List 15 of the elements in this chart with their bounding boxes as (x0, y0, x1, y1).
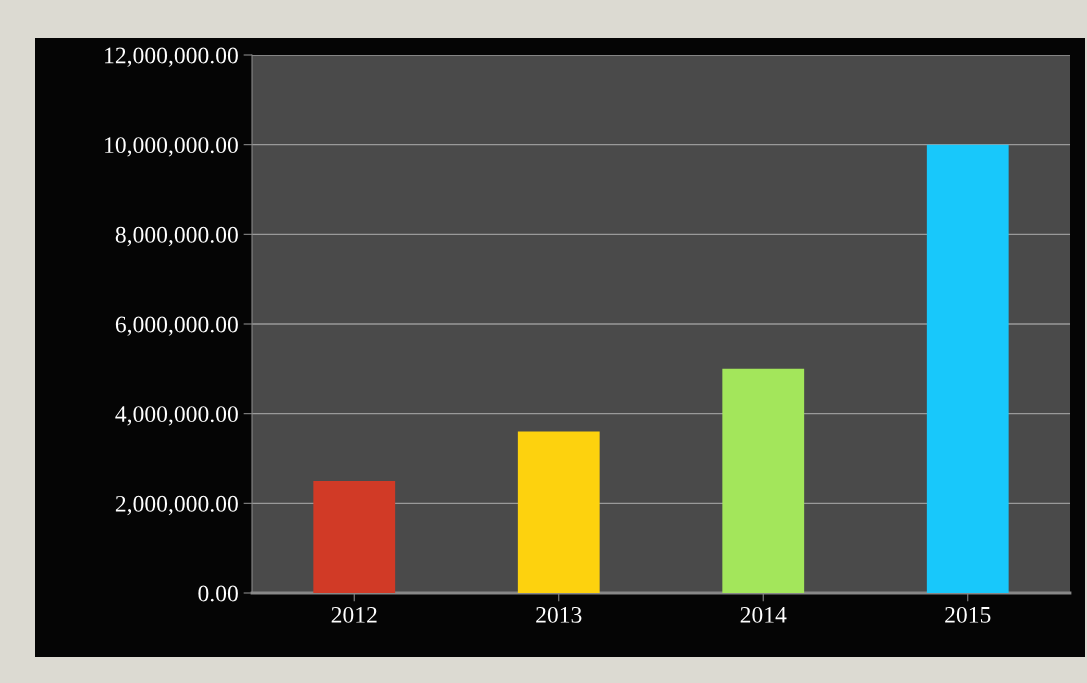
y-tick-label: 2,000,000.00 (115, 495, 238, 516)
x-tick-label: 2014 (740, 606, 787, 623)
y-tick-label: 12,000,000.00 (105, 47, 238, 67)
x-tick-label: 2013 (536, 606, 582, 623)
bar (722, 368, 805, 593)
bar (313, 480, 396, 593)
y-tick-label: 10,000,000.00 (105, 137, 238, 157)
y-tick-label: 8,000,000.00 (115, 226, 238, 247)
bar (926, 144, 1009, 593)
y-tick-label: 4,000,000.00 (115, 406, 238, 426)
y-tick-label: 6,000,000.00 (115, 316, 238, 336)
y-tick-label: 0.00 (198, 585, 238, 602)
x-tick-label: 2015 (945, 606, 991, 623)
x-tick-label: 2012 (331, 606, 377, 623)
bar (517, 431, 600, 593)
